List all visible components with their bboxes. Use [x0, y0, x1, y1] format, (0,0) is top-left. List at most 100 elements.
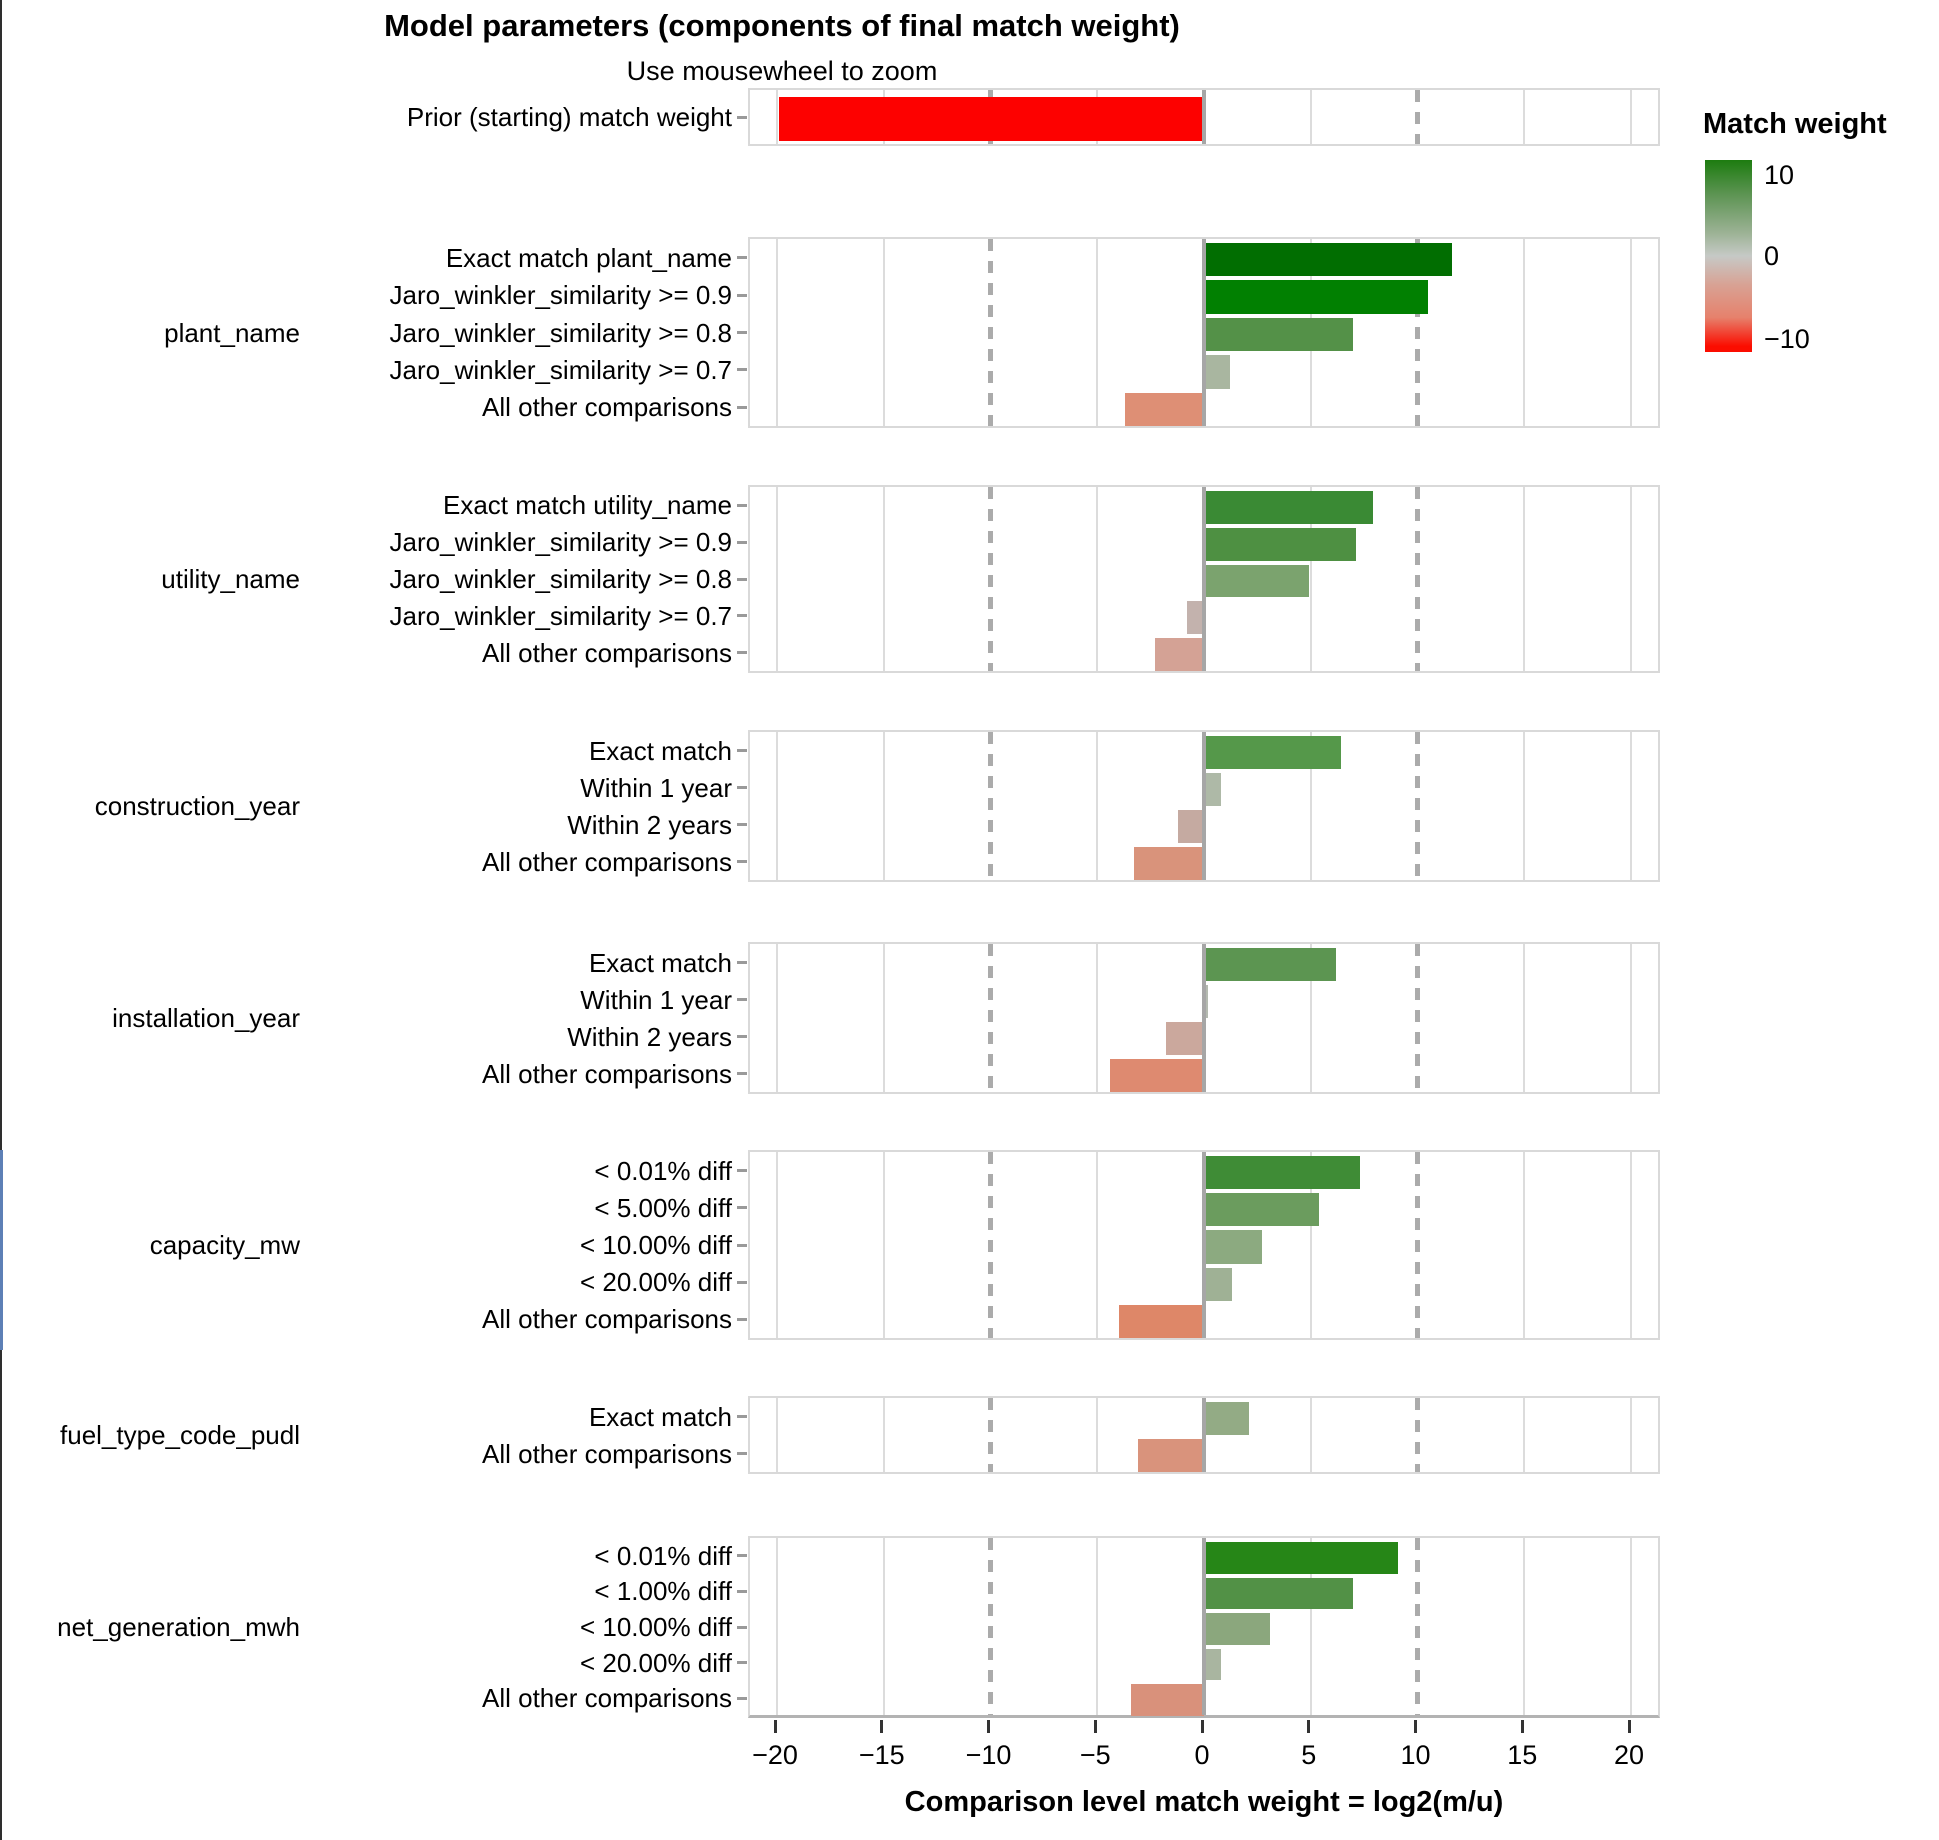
dashed-reference-line [1415, 90, 1420, 144]
row-axis-tick [737, 651, 747, 655]
panel-plot-area-installation_year[interactable] [748, 942, 1660, 1094]
x-axis-tick-label: 10 [1400, 1740, 1431, 1770]
gridline [776, 1398, 778, 1472]
gridline [1096, 239, 1099, 426]
bar-installation_year-2[interactable] [1165, 1022, 1204, 1055]
bar-utility_name-3[interactable] [1186, 601, 1204, 635]
row-axis-tick [737, 503, 747, 507]
gridline [1630, 1152, 1632, 1338]
bar-utility_name-0[interactable] [1204, 491, 1373, 524]
row-label: Jaro_winkler_similarity >= 0.9 [389, 527, 732, 558]
dashed-reference-line [988, 1398, 993, 1472]
gridline [1309, 732, 1312, 880]
gridline [1630, 1398, 1632, 1472]
row-axis-tick [737, 1317, 747, 1321]
panel-plot-area-utility_name[interactable] [748, 485, 1660, 673]
gridline [882, 732, 885, 880]
gridline [1630, 944, 1632, 1092]
row-axis-tick [737, 1554, 747, 1558]
gridline [1309, 487, 1312, 671]
panel-plot-area-construction_year[interactable] [748, 730, 1660, 882]
gridline [882, 1398, 885, 1472]
panel-plot-area-capacity_mw[interactable] [748, 1150, 1660, 1340]
row-axis-tick [737, 1589, 747, 1593]
dashed-reference-line [988, 487, 993, 671]
x-axis-tick-label: 0 [1194, 1740, 1210, 1770]
panel-plot-area-net_generation_mwh[interactable] [748, 1536, 1660, 1718]
window-edge-accent [0, 1150, 3, 1350]
legend-tick-10: 10 [1764, 160, 1795, 190]
row-axis-tick [737, 1696, 747, 1700]
panel-plot-area-plant_name[interactable] [748, 237, 1660, 428]
bar-construction_year-2[interactable] [1178, 810, 1204, 843]
group-label-utility_name: utility_name [161, 564, 300, 594]
row-axis-tick [737, 293, 747, 297]
x-axis-tick-label: −5 [1079, 1740, 1111, 1770]
row-label: Within 1 year [580, 984, 732, 1015]
bar-utility_name-1[interactable] [1204, 527, 1356, 561]
bar-fuel_type_code_pudl-1[interactable] [1137, 1439, 1204, 1472]
bar-construction_year-3[interactable] [1133, 847, 1204, 880]
bar-net_generation_mwh-2[interactable] [1204, 1613, 1271, 1645]
gridline [1630, 239, 1632, 426]
gridline [776, 1538, 778, 1715]
row-label: Exact match utility_name [442, 490, 732, 521]
x-axis-tick-label: 5 [1301, 1740, 1317, 1770]
row-axis-tick [737, 115, 747, 119]
x-axis-tick [1627, 1720, 1631, 1733]
panel-plot-area-prior[interactable] [748, 88, 1660, 146]
bar-construction_year-0[interactable] [1204, 736, 1341, 769]
bar-capacity_mw-2[interactable] [1204, 1230, 1262, 1264]
chart-title: Model parameters (components of final ma… [384, 8, 1180, 43]
gridline [1096, 487, 1099, 671]
dashed-reference-line [988, 1538, 993, 1715]
bar-net_generation_mwh-0[interactable] [1204, 1542, 1399, 1574]
legend-tick-0: 0 [1764, 241, 1780, 271]
row-axis-tick [737, 998, 747, 1001]
bar-capacity_mw-1[interactable] [1204, 1193, 1320, 1227]
row-axis-tick [737, 1035, 747, 1038]
gridline [882, 1538, 885, 1715]
bar-net_generation_mwh-1[interactable] [1204, 1577, 1354, 1610]
x-axis-tick-label: 15 [1507, 1740, 1538, 1770]
bar-installation_year-3[interactable] [1110, 1059, 1204, 1092]
row-label: Jaro_winkler_similarity >= 0.9 [389, 280, 732, 311]
bar-plant_name-3[interactable] [1204, 355, 1230, 389]
gridline [1630, 487, 1632, 671]
x-axis-tick [987, 1720, 990, 1733]
group-label-plant_name: plant_name [164, 317, 300, 348]
gridline [776, 90, 778, 144]
row-label: Exact match [588, 947, 732, 978]
bar-0[interactable] [779, 97, 1204, 141]
bar-plant_name-2[interactable] [1204, 317, 1354, 352]
bar-installation_year-0[interactable] [1204, 948, 1337, 981]
bar-plant_name-1[interactable] [1204, 280, 1429, 314]
dashed-reference-line [1415, 732, 1420, 880]
bar-net_generation_mwh-3[interactable] [1204, 1648, 1222, 1681]
bar-plant_name-0[interactable] [1204, 243, 1452, 277]
row-label: Jaro_winkler_similarity >= 0.8 [389, 317, 732, 348]
bar-utility_name-4[interactable] [1154, 638, 1204, 671]
bar-capacity_mw-0[interactable] [1204, 1156, 1360, 1190]
panel-plot-area-fuel_type_code_pudl[interactable] [748, 1396, 1660, 1474]
bar-installation_year-1[interactable] [1204, 985, 1209, 1018]
gridline [1309, 1152, 1312, 1338]
x-axis-tick-label: −15 [858, 1740, 905, 1770]
gridline [882, 944, 885, 1092]
bar-capacity_mw-3[interactable] [1204, 1267, 1232, 1301]
bar-capacity_mw-4[interactable] [1118, 1304, 1204, 1338]
bar-utility_name-2[interactable] [1204, 564, 1309, 598]
row-label: Within 2 years [567, 1021, 732, 1052]
row-label: Within 2 years [567, 809, 732, 840]
row-axis-tick [737, 405, 747, 409]
row-label: All other comparisons [482, 846, 732, 877]
bar-net_generation_mwh-4[interactable] [1131, 1684, 1204, 1716]
bar-plant_name-4[interactable] [1125, 392, 1204, 426]
bar-fuel_type_code_pudl-0[interactable] [1204, 1402, 1249, 1435]
x-axis-tick-label: −10 [965, 1740, 1012, 1770]
gridline [776, 1152, 778, 1338]
row-label: Jaro_winkler_similarity >= 0.8 [389, 564, 732, 594]
bar-construction_year-1[interactable] [1204, 773, 1222, 806]
row-label: < 20.00% diff [579, 1647, 732, 1678]
gridline [1630, 1538, 1632, 1715]
